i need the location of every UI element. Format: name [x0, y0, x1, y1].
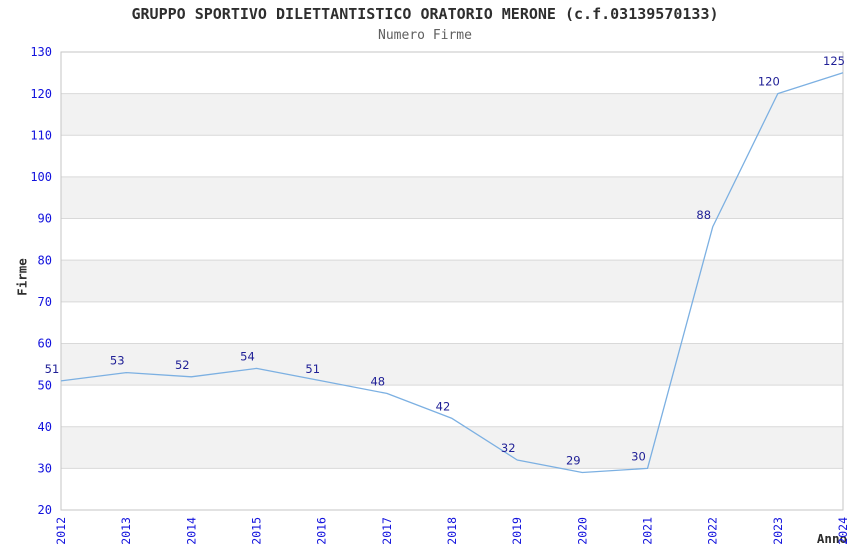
x-tick-label: 2016 — [315, 517, 329, 545]
background-band — [61, 426, 843, 469]
point-label: 125 — [823, 54, 845, 68]
point-label: 30 — [631, 449, 646, 463]
x-tick-label: 2013 — [119, 517, 133, 545]
x-tick-label: 2019 — [510, 517, 524, 545]
y-tick-label: 100 — [30, 170, 52, 184]
y-tick-label: 50 — [38, 378, 52, 392]
x-tick-label: 2020 — [575, 517, 589, 545]
y-tick-label: 130 — [30, 45, 52, 59]
point-label: 32 — [501, 441, 516, 455]
chart-subtitle: Numero Firme — [378, 28, 472, 43]
x-tick-label: 2023 — [771, 517, 785, 545]
point-label: 52 — [175, 358, 190, 372]
y-tick-label: 80 — [38, 253, 52, 267]
point-label: 120 — [758, 75, 780, 89]
y-tick-label: 70 — [38, 295, 52, 309]
point-label: 51 — [305, 362, 320, 376]
background-band — [61, 93, 843, 136]
point-label: 54 — [240, 349, 255, 363]
x-tick-label: 2017 — [380, 517, 394, 545]
x-tick-label: 2021 — [641, 517, 655, 545]
point-label: 29 — [566, 454, 581, 468]
x-axis-title: Anno — [816, 531, 847, 546]
point-label: 48 — [370, 374, 385, 388]
x-tick-label: 2024 — [836, 517, 850, 545]
point-label: 51 — [45, 362, 60, 376]
y-tick-label: 30 — [38, 462, 52, 476]
y-tick-label: 20 — [38, 503, 52, 517]
chart-title: GRUPPO SPORTIVO DILETTANTISTICO ORATORIO… — [131, 5, 719, 23]
y-tick-label: 120 — [30, 87, 52, 101]
x-tick-label: 2015 — [250, 517, 264, 545]
plot-border — [60, 51, 844, 511]
y-tick-label: 60 — [38, 337, 52, 351]
y-tick-label: 110 — [30, 128, 52, 142]
background-band — [61, 343, 843, 386]
point-label: 88 — [696, 208, 711, 222]
point-label: 42 — [436, 399, 451, 413]
point-label: 53 — [110, 354, 125, 368]
y-tick-label: 90 — [38, 212, 52, 226]
x-tick-label: 2012 — [54, 517, 68, 545]
x-tick-label: 2014 — [184, 517, 198, 545]
background-band — [61, 176, 843, 219]
series-line — [60, 72, 844, 474]
y-tick-label: 40 — [38, 420, 52, 434]
x-tick-label: 2022 — [706, 517, 720, 545]
background-band — [61, 260, 843, 302]
x-tick-label: 2018 — [445, 517, 459, 545]
